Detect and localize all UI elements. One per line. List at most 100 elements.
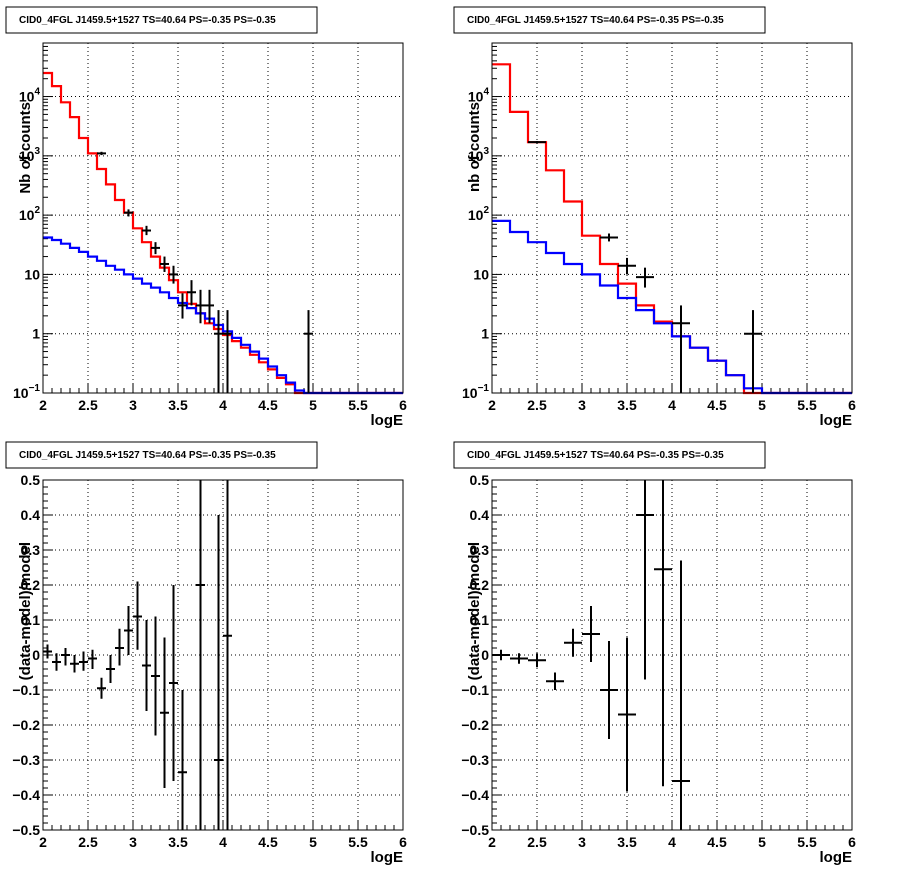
data-point — [744, 310, 762, 393]
y-tick-label: 1 — [481, 326, 489, 342]
y-tick-label: −0.2 — [461, 717, 489, 733]
y-tick-label: 0.3 — [470, 542, 490, 558]
x-tick-label: 2 — [39, 834, 47, 850]
x-tick-label: 3.5 — [168, 397, 188, 413]
y-axis-label: (data-model)/model — [466, 542, 483, 680]
series-line-background — [492, 219, 852, 395]
data-point — [214, 310, 223, 393]
data-point — [528, 653, 546, 668]
x-tick-label: 2.5 — [527, 397, 547, 413]
chart-title: CID0_4FGL J1459.5+1527 TS=40.64 PS=-0.35… — [19, 15, 276, 26]
y-tick-label: 0.3 — [21, 542, 41, 558]
data-point — [43, 644, 52, 659]
data-point — [528, 140, 546, 144]
data-point — [564, 628, 582, 657]
plot-frame — [42, 479, 404, 831]
x-tick-label: 5 — [758, 397, 766, 413]
chart-title: CID0_4FGL J1459.5+1527 TS=40.64 PS=-0.35… — [467, 15, 724, 26]
x-tick-label: 3.5 — [617, 834, 637, 850]
data-point — [636, 480, 654, 680]
y-tick-label: −0.5 — [12, 822, 40, 838]
data-point — [88, 649, 97, 669]
x-tick-label: 4.5 — [258, 834, 278, 850]
x-tick-label: 4.5 — [707, 834, 727, 850]
x-tick-label: 5 — [309, 834, 317, 850]
data-point — [52, 653, 61, 671]
x-tick-label: 5.5 — [348, 834, 368, 850]
data-point — [169, 265, 178, 284]
data-point — [169, 585, 178, 781]
x-tick-label: 5 — [758, 834, 766, 850]
data-point — [142, 620, 151, 711]
data-point — [142, 225, 151, 236]
x-tick-label: 4.5 — [258, 397, 278, 413]
x-axis-label: logE — [820, 412, 853, 429]
data-point — [124, 606, 133, 655]
title-box — [453, 441, 766, 469]
y-tick-label: −0.5 — [461, 822, 489, 838]
data-point — [151, 242, 160, 255]
y-tick-label: 10−1 — [462, 383, 489, 401]
data-point — [178, 293, 187, 319]
x-tick-label: 5 — [309, 397, 317, 413]
plot-frame — [42, 42, 404, 394]
x-tick-label: 3 — [578, 397, 586, 413]
data-point — [61, 648, 70, 666]
y-tick-label: −0.1 — [461, 682, 489, 698]
x-tick-label: 3 — [129, 397, 137, 413]
y-tick-label: −0.1 — [12, 682, 40, 698]
title-box — [5, 441, 318, 469]
data-point — [654, 480, 672, 787]
data-point — [600, 233, 618, 242]
y-tick-label: 0.5 — [21, 472, 41, 488]
y-tick-label: 104 — [19, 87, 41, 105]
x-tick-label: 5.5 — [797, 397, 817, 413]
x-tick-label: 6 — [399, 834, 407, 850]
title-box — [453, 6, 766, 34]
y-tick-label: 0.2 — [21, 577, 41, 593]
x-tick-label: 3.5 — [617, 397, 637, 413]
y-axis-label: (data-model)/model — [17, 542, 34, 680]
y-tick-label: −0.2 — [12, 717, 40, 733]
data-point — [510, 653, 528, 664]
x-tick-label: 4 — [219, 397, 227, 413]
x-tick-label: 2 — [488, 397, 496, 413]
panel-tl: 2 2.5 3 3.5 4 4.5 5 5.5 610410310210110−1logENb … — [5, 6, 407, 429]
data-point — [223, 480, 232, 830]
data-point — [196, 480, 205, 830]
panel-bl: 2 2.5 3 3.5 4 4.5 5 5.5 6 0.5 0.4 0.3 0.2 0.1 0 −0.1 −0.… — [5, 441, 407, 866]
data-point — [124, 209, 133, 217]
data-point — [582, 606, 600, 662]
x-tick-label: 5.5 — [797, 834, 817, 850]
panel-tr: 2 2.5 3 3.5 4 4.5 5 5.5 610410310210110−1logEnb … — [453, 6, 856, 429]
panel-br: 2 2.5 3 3.5 4 4.5 5 5.5 6 0.5 0.4 0.3 0.2 0.1 0 −0.1 −0.… — [453, 441, 856, 866]
y-tick-label: 0.1 — [21, 612, 41, 628]
data-point — [106, 655, 115, 683]
data-point — [672, 305, 690, 393]
chart-title: CID0_4FGL J1459.5+1527 TS=40.64 PS=-0.35… — [467, 450, 724, 461]
y-tick-label: 0.5 — [470, 472, 490, 488]
data-point — [600, 641, 618, 739]
data-point — [492, 649, 510, 661]
x-tick-label: 2 — [39, 397, 47, 413]
plot-frame — [491, 42, 853, 394]
x-tick-label: 6 — [848, 834, 856, 850]
data-point — [97, 151, 106, 156]
y-tick-label: 102 — [19, 205, 41, 223]
data-point — [133, 581, 142, 650]
y-tick-label: 10−1 — [13, 383, 40, 401]
data-point — [160, 637, 169, 788]
x-tick-label: 3 — [578, 834, 586, 850]
x-tick-label: 4 — [668, 397, 676, 413]
data-point — [214, 515, 223, 830]
y-tick-label: 104 — [468, 87, 490, 105]
y-tick-label: 0.2 — [470, 577, 490, 593]
y-tick-label: 1 — [32, 326, 40, 342]
data-point — [546, 672, 564, 690]
data-point — [205, 289, 214, 324]
data-point — [151, 616, 160, 736]
x-axis-label: logE — [371, 412, 404, 429]
data-point — [178, 690, 187, 830]
data-point — [79, 651, 88, 671]
